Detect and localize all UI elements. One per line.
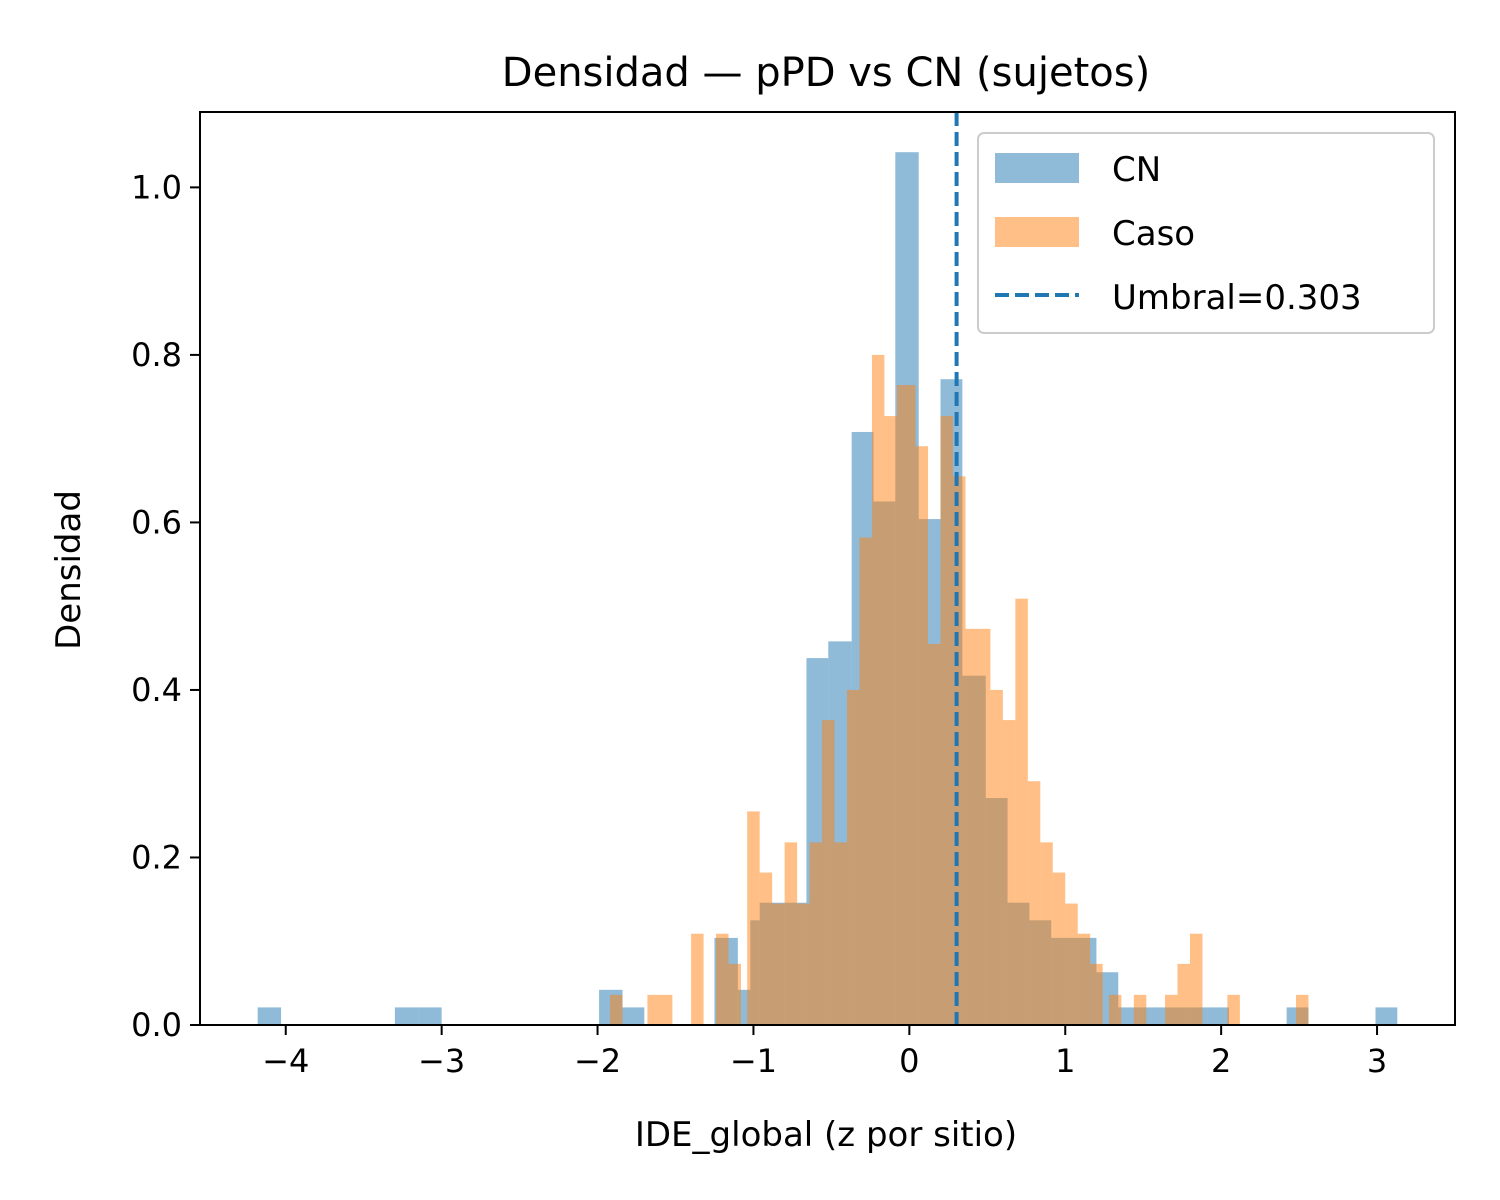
bar-caso-20: [940, 416, 953, 1025]
bar-caso-13: [846, 689, 860, 1025]
legend: CN Caso Umbral=0.303: [977, 132, 1435, 334]
bar-cn-30: [1375, 1007, 1398, 1025]
bar-caso-34: [1133, 994, 1147, 1025]
bar-caso-16: [884, 416, 897, 1025]
bar-caso-5: [747, 811, 760, 1025]
bar-caso-6: [759, 872, 773, 1025]
y-tick-label-0: 0.0: [131, 1006, 182, 1044]
legend-swatch-cn: [995, 153, 1079, 183]
legend-swatch-caso: [995, 217, 1079, 247]
bar-caso-12: [834, 842, 847, 1025]
chart-title: Densidad — pPD vs CN (sujetos): [502, 50, 1150, 96]
x-tick-label-0: −4: [262, 1042, 309, 1080]
x-axis-label: IDE_global (z por sitio): [635, 1115, 1017, 1155]
bar-caso-2: [691, 933, 704, 1025]
y-tick-label-5: 1.0: [131, 168, 182, 206]
bar-caso-35: [1165, 994, 1178, 1025]
bar-caso-32: [1090, 963, 1103, 1025]
bar-caso-3: [716, 933, 729, 1025]
bar-caso-25: [1002, 720, 1016, 1025]
bar-caso-10: [809, 842, 823, 1025]
bar-caso-18: [915, 446, 929, 1026]
bar-caso-37: [1189, 933, 1203, 1025]
bar-caso-11: [822, 720, 835, 1025]
legend-label-threshold: Umbral=0.303: [1112, 278, 1362, 318]
bar-caso-0: [610, 994, 623, 1025]
plot-frame: [199, 111, 1456, 1026]
bar-caso-36: [1177, 963, 1190, 1025]
x-tick-label-4: 0: [899, 1042, 919, 1080]
y-tick-label-3: 0.6: [131, 503, 182, 541]
legend-label-cn: CN: [1112, 150, 1161, 190]
bar-caso-31: [1077, 933, 1091, 1025]
bar-caso-14: [859, 537, 872, 1025]
bar-caso-39: [1295, 994, 1309, 1025]
bar-caso-8: [784, 842, 798, 1025]
bar-caso-22: [965, 628, 978, 1025]
x-tick-label-3: −1: [730, 1042, 777, 1080]
bar-caso-1: [647, 994, 673, 1025]
y-axis: 0.0 0.2 0.4 0.6 0.8 1.0: [131, 168, 200, 1044]
bar-cn-28: [1207, 1007, 1229, 1025]
bar-caso-9: [797, 903, 810, 1025]
x-axis: −4 −3 −2 −1 0 1 2 3: [262, 1025, 1387, 1080]
x-tick-label-7: 3: [1367, 1042, 1387, 1080]
bar-cn-0: [257, 1007, 282, 1025]
y-tick-label-1: 0.2: [131, 838, 182, 876]
y-tick-label-2: 0.4: [131, 671, 182, 709]
x-tick-label-2: −2: [574, 1042, 621, 1080]
bar-caso-30: [1065, 903, 1078, 1025]
bar-cn-1: [394, 1007, 419, 1025]
bar-caso-27: [1027, 781, 1041, 1025]
bar-caso-24: [990, 689, 1003, 1025]
y-axis-label: Densidad: [49, 490, 89, 650]
legend-box: [977, 132, 1435, 334]
bar-caso-19: [928, 643, 941, 1025]
bar-caso-23: [977, 628, 991, 1025]
x-tick-label-6: 2: [1211, 1042, 1231, 1080]
bar-caso-15: [871, 354, 885, 1025]
bar-caso-4: [728, 963, 741, 1025]
legend-label-caso: Caso: [1112, 214, 1195, 254]
y-tick-label-4: 0.8: [131, 336, 182, 374]
bar-caso-29: [1052, 872, 1066, 1025]
bar-cn-4: [622, 1007, 645, 1025]
bar-caso-26: [1015, 598, 1028, 1025]
bar-caso-28: [1040, 842, 1053, 1025]
bar-caso-7: [772, 903, 785, 1025]
x-tick-label-1: −3: [418, 1042, 465, 1080]
bar-caso-38: [1227, 994, 1240, 1025]
bar-caso-33: [1108, 994, 1122, 1025]
bar-caso-17: [896, 385, 916, 1025]
bar-cn-2: [418, 1007, 442, 1025]
x-tick-label-5: 1: [1055, 1042, 1075, 1080]
